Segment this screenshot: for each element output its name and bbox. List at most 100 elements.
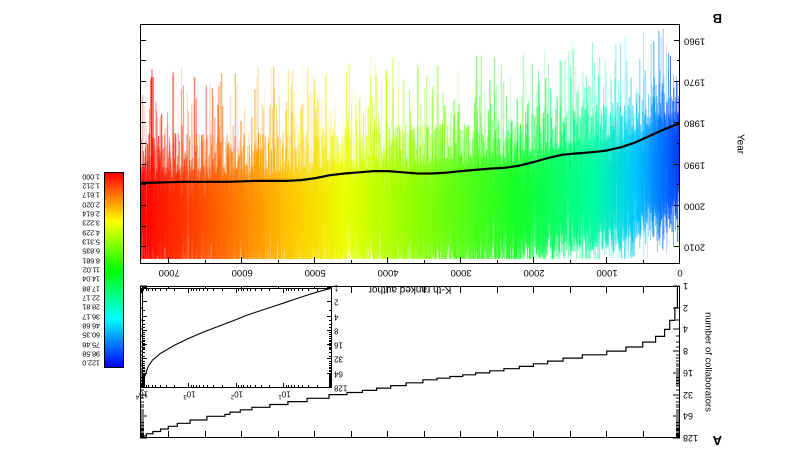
- panel-b-xtick: [387, 257, 389, 264]
- inset-xtick-minor: [148, 385, 150, 388]
- inset-xtick-minor: [195, 288, 197, 291]
- panel-b-ytick: [140, 163, 146, 165]
- inset-ytick: [327, 287, 332, 288]
- colorbar-tick-label: 1.212: [82, 181, 101, 191]
- panel-a-ytick-minor: [140, 404, 144, 406]
- inset-xtick-label: 102: [231, 389, 243, 399]
- inset-ytick-label: 128: [334, 383, 348, 393]
- inset-xtick-exp: 3: [183, 392, 187, 399]
- inset-ytick: [327, 329, 332, 331]
- panel-b-ytick-minor: [677, 143, 680, 144]
- inset-ytick-minor: [142, 334, 145, 336]
- inset-ytick-minor: [329, 332, 332, 334]
- panel-a-ytick-minor: [676, 370, 680, 372]
- panel-a-ytick-minor: [676, 357, 680, 359]
- panel-a-ytick-minor: [676, 335, 680, 337]
- inset-ytick-minor: [329, 352, 332, 354]
- inset-xtick: [283, 288, 285, 293]
- panel-b-xtick-label: 0: [677, 267, 683, 278]
- colorbar-tick-label: 4.229: [82, 228, 101, 238]
- panel-a-ytick: [140, 415, 147, 417]
- colorbar-tick-label: 46.68: [82, 321, 101, 331]
- panel-b-ytick-minor: [140, 101, 146, 103]
- panel-a-ytick-minor: [676, 354, 680, 356]
- panel-b-xtick: [314, 257, 316, 264]
- inset-xtick-minor: [155, 288, 157, 291]
- colorbar-tick-label: 28.81: [82, 302, 101, 312]
- panel-a-ytick-minor: [140, 401, 144, 403]
- panel-a-ytick-minor: [140, 406, 144, 408]
- inset-xtick-minor: [159, 385, 161, 388]
- panel-b-xtick-minor: [204, 260, 206, 264]
- panel-b: B Year K-th ranked author 2010 2000 1990 19…: [140, 11, 745, 295]
- inset-xtick-minor: [151, 288, 153, 291]
- panel-a-ytick-label: 128: [683, 433, 699, 443]
- panel-b-ytick: [140, 39, 146, 41]
- inset-ytick-label: 4: [334, 312, 339, 322]
- inset-ytick-minor: [329, 323, 332, 325]
- panel-b-ytick-minor: [677, 184, 680, 186]
- inset-ytick-minor: [142, 309, 145, 311]
- panel-b-ytick-label: 1980: [684, 117, 706, 129]
- inset-xtick-exp: 1: [278, 392, 282, 399]
- inset-ytick-minor: [329, 309, 332, 311]
- inset-xtick-minor: [213, 385, 215, 388]
- inset-ytick: [142, 301, 147, 303]
- inset-ytick: [142, 329, 147, 331]
- panel-b-ytick: [674, 163, 680, 165]
- panel-a-ytick-minor: [676, 341, 680, 343]
- colorbar-gradient: [104, 172, 124, 368]
- panel-a-plot-area: [140, 286, 680, 438]
- inset-ytick: [327, 301, 332, 303]
- inset-xtick: [236, 288, 237, 293]
- inset-xtick-minor: [165, 385, 167, 388]
- panel-b-xtick-minor: [350, 260, 352, 264]
- panel-b-xtick: [533, 257, 535, 264]
- inset-ytick-minor: [142, 342, 145, 344]
- inset-xtick-minor: [316, 288, 318, 291]
- inset-xtick-base: 10: [234, 389, 244, 398]
- panel-b-ytick-label: 2010: [684, 241, 706, 253]
- panel-a-ytick-label: 2: [683, 302, 689, 313]
- inset-ytick-minor: [329, 320, 332, 322]
- inset-xtick: [188, 288, 190, 293]
- inset-loglog-curve: [142, 288, 332, 388]
- panel-a-ytick-label: 8: [683, 346, 689, 357]
- colorbar-tick-label: 2.020: [82, 200, 101, 210]
- panel-b-ylabel: Year: [734, 133, 746, 155]
- inset-ytick-minor: [142, 355, 145, 357]
- panel-b-xtick-label: 6000: [231, 267, 253, 278]
- inset-ytick-minor: [329, 363, 332, 365]
- inset-xtick-minor: [195, 385, 197, 388]
- panel-a-xtick: [241, 431, 243, 438]
- panel-b-xtick-minor: [496, 260, 498, 264]
- panel-a-xtick: [314, 431, 316, 438]
- inset-xtick-minor: [297, 288, 299, 291]
- inset-xtick-minor: [316, 385, 318, 388]
- panel-a-ytick: [673, 415, 680, 417]
- inset-xtick-minor: [246, 385, 248, 388]
- inset-xtick: [188, 383, 190, 388]
- colorbar-tick-label: 17.88: [82, 284, 101, 294]
- panel-a-xtick: [387, 431, 389, 438]
- panel-a-staircase-curve: [140, 286, 680, 438]
- panel-b-ytick-label: 1970: [684, 76, 706, 88]
- panel-b-ytick: [674, 246, 680, 248]
- inset-xtick-minor: [308, 288, 310, 291]
- inset-ytick-label: 1: [334, 283, 339, 293]
- inset-xtick-base: 10: [139, 389, 149, 398]
- panel-a-ytick: [673, 350, 680, 352]
- panel-a-ytick: [673, 394, 680, 396]
- inset-xtick-minor: [269, 385, 271, 388]
- inset-ytick: [327, 358, 332, 360]
- inset-xtick-minor: [151, 385, 153, 388]
- colorbar-tick-label: 75.46: [82, 340, 101, 350]
- panel-a-ytick-minor: [676, 319, 680, 321]
- panel-a-ytick: [673, 307, 680, 309]
- panel-a-ytick: [673, 328, 680, 330]
- panel-b-trend-line: [141, 122, 679, 185]
- panel-b-ytick: [140, 122, 146, 124]
- panel-a-xtick: [569, 431, 571, 438]
